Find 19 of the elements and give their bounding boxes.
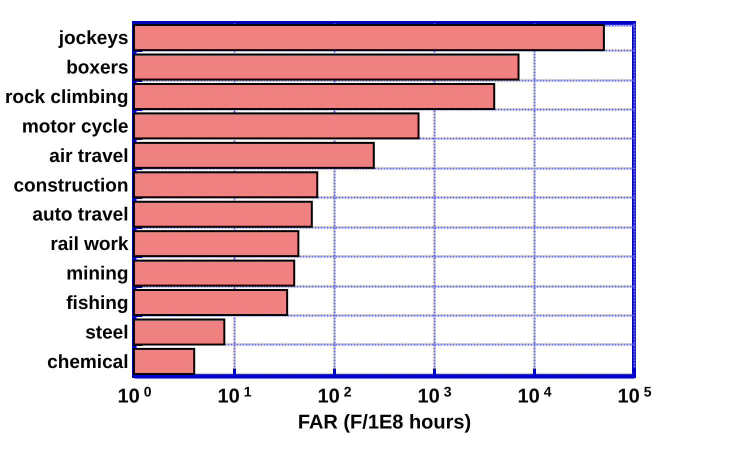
y-tick-label: boxers xyxy=(66,58,128,79)
y-tick-label: mining xyxy=(66,264,128,285)
y-tick-label: air travel xyxy=(49,146,128,167)
x-tick-label: 10$^{4}$ xyxy=(517,384,552,408)
x-tick-label: 10$^{3}$ xyxy=(417,384,452,408)
y-tick-label: rock climbing xyxy=(4,86,128,108)
x-tick-label: 10$^{5}$ xyxy=(617,384,652,408)
y-tick-label: rail work xyxy=(50,234,129,256)
y-tick-label: jockeys xyxy=(58,28,128,50)
y-tick-label: chemical xyxy=(47,352,128,373)
x-tick-label: 10$^{0}$ xyxy=(117,384,152,408)
x-axis-title: FAR (F/1E8 hours) xyxy=(298,412,472,434)
y-tick-label: auto travel xyxy=(32,204,128,226)
y-tick-label: fishing xyxy=(66,293,128,314)
y-tick-label: construction xyxy=(13,175,128,196)
y-tick-label: steel xyxy=(85,322,128,344)
y-tick-label: motor cycle xyxy=(22,116,128,138)
x-tick-label: 10$^{1}$ xyxy=(217,384,252,408)
x-tick-label: 10$^{2}$ xyxy=(317,384,352,408)
